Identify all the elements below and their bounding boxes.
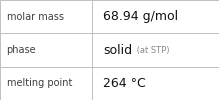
Text: solid: solid	[103, 44, 132, 56]
Text: melting point: melting point	[7, 78, 72, 88]
Text: phase: phase	[7, 45, 36, 55]
Text: 68.94 g/mol: 68.94 g/mol	[103, 10, 178, 23]
Text: 264 °C: 264 °C	[103, 77, 146, 90]
Text: (at STP): (at STP)	[134, 46, 170, 54]
Text: molar mass: molar mass	[7, 12, 64, 22]
